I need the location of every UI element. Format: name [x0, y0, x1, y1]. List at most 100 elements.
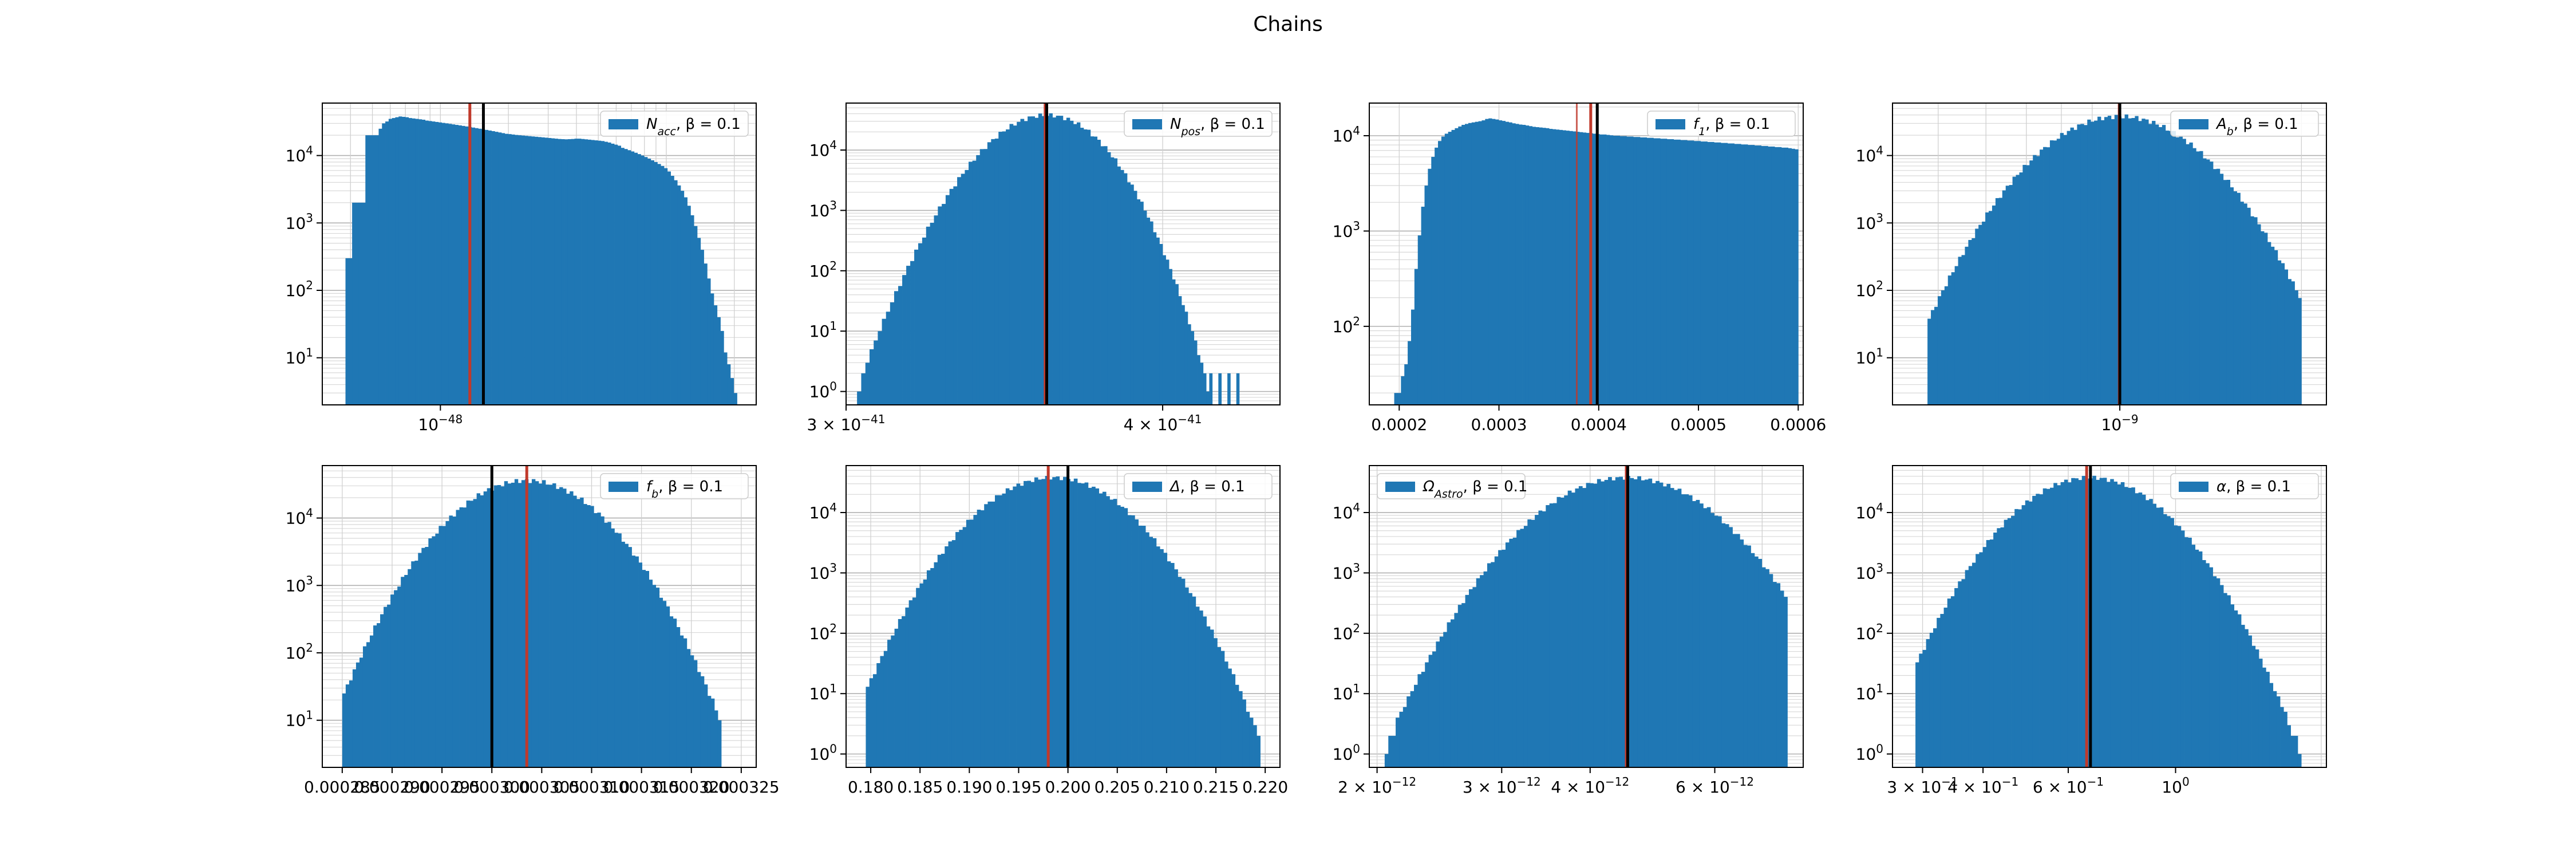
legend-swatch [1132, 119, 1162, 129]
x-ticks: 3 × 10−14 × 10−1 6 × 10−1 100 [1887, 767, 2190, 797]
histogram-bar [352, 202, 356, 405]
histogram-bar [421, 120, 426, 405]
histogram-bar [882, 318, 887, 405]
histogram-bar [1757, 145, 1761, 405]
histogram-bar [880, 656, 884, 767]
x-tick-label: 0.000315 [603, 778, 680, 797]
histogram-bar [621, 541, 625, 767]
histogram-bar [461, 125, 465, 405]
histogram-bar [1472, 587, 1477, 767]
histogram-bar [583, 504, 587, 767]
legend-label: Ab, β = 0.1 [2215, 116, 2298, 138]
histogram-bar [1206, 626, 1211, 767]
histogram-bar [521, 480, 526, 767]
histogram-bar [581, 139, 585, 405]
histogram-bars [342, 479, 722, 767]
histogram-bar [1650, 137, 1654, 405]
histogram-bar [1646, 137, 1650, 405]
y-tick-label: 103 [286, 573, 313, 595]
histogram-bar [1560, 497, 1564, 767]
histogram-bar [625, 543, 629, 767]
histogram-bar [2266, 672, 2270, 767]
histogram-bar [1181, 305, 1185, 405]
histogram-bar [1538, 510, 1543, 767]
histogram-bar [1502, 549, 1506, 767]
histogram-bar [1457, 605, 1462, 767]
marker-lines [2117, 103, 2121, 405]
histogram-bar [511, 134, 515, 405]
histogram-bar [2276, 696, 2281, 767]
histogram-bar [456, 510, 460, 767]
histogram-bar [2077, 124, 2081, 405]
histogram-bar [2067, 482, 2072, 767]
histogram-bar [1784, 147, 1789, 405]
histogram-bar [1502, 121, 1506, 405]
histogram-bar [514, 479, 519, 767]
histogram-bar [534, 136, 539, 405]
histogram-bar [1611, 480, 1616, 767]
histogram-bar [1743, 545, 1748, 767]
histogram-bar [1396, 718, 1400, 767]
y-ticks: 100 101 102 103 104 [1333, 501, 1369, 764]
histogram-bar [2060, 133, 2064, 405]
histogram-bar [1989, 211, 1993, 405]
histogram-bar [455, 125, 459, 405]
x-tick-label: 3 × 10−12 [1463, 775, 1541, 797]
x-tick-label: 4 × 10−1 [1947, 775, 2018, 797]
histogram-bar [894, 291, 899, 405]
histogram-bar [697, 238, 701, 405]
x-tick-label: 4 × 10−12 [1551, 775, 1629, 797]
histogram-bar [561, 139, 565, 405]
histogram-bar [604, 141, 608, 405]
histogram-bar [524, 136, 528, 405]
histogram-bar [1465, 594, 1469, 767]
histogram-bar [1197, 355, 1200, 405]
histogram-bar [2117, 484, 2121, 767]
histogram-bar [571, 139, 575, 405]
histogram-bar [861, 373, 866, 405]
y-tick-label: 101 [1333, 681, 1360, 703]
legend-swatch [609, 119, 638, 129]
histogram-bar [1944, 286, 1949, 405]
histogram-bar [408, 118, 412, 405]
histogram-bar [714, 710, 718, 767]
histogram-bar [1206, 391, 1210, 405]
histogram-bar [2262, 667, 2266, 767]
histogram-bar [683, 638, 688, 767]
histogram-bar [1751, 553, 1755, 767]
histogram-bar [1525, 125, 1530, 405]
histogram-bar [1013, 486, 1017, 767]
histogram-bar [2191, 545, 2196, 767]
histogram-bar [473, 499, 477, 767]
histogram-bars [857, 113, 1240, 405]
histogram-bar [566, 494, 570, 767]
histogram-bar [874, 340, 878, 405]
histogram-bar [1194, 340, 1198, 405]
histogram-bar [628, 547, 632, 767]
histogram-bar [1181, 578, 1186, 767]
histogram-bar [2094, 120, 2098, 405]
histogram-bar [710, 698, 715, 767]
histogram-bar [1644, 479, 1649, 767]
histogram-bar [700, 676, 705, 767]
histogram-bar [673, 618, 677, 767]
histogram-bar [926, 570, 931, 767]
histogram-bar [1450, 619, 1455, 767]
histogram-bar [1195, 606, 1200, 767]
histogram-bar [655, 588, 660, 767]
histogram-bar [1710, 141, 1714, 405]
histogram-bar [1748, 145, 1752, 405]
x-tick-label: 0.0003 [1471, 415, 1527, 434]
y-ticks: 100 101 102 103 104 [1856, 501, 1893, 764]
histogram-bar [2022, 164, 2026, 405]
histogram-bar [1169, 269, 1172, 405]
legend-box [1124, 473, 1273, 499]
histogram-bar [501, 133, 505, 405]
histogram-bar [1187, 324, 1191, 405]
histogram-bar [1488, 118, 1492, 405]
histogram-bar [1399, 711, 1404, 767]
histogram-bar [1590, 483, 1594, 767]
histogram-bar [1623, 136, 1627, 405]
y-ticks: 101 102 103 104 [286, 144, 322, 368]
histogram-bar [1249, 718, 1254, 767]
